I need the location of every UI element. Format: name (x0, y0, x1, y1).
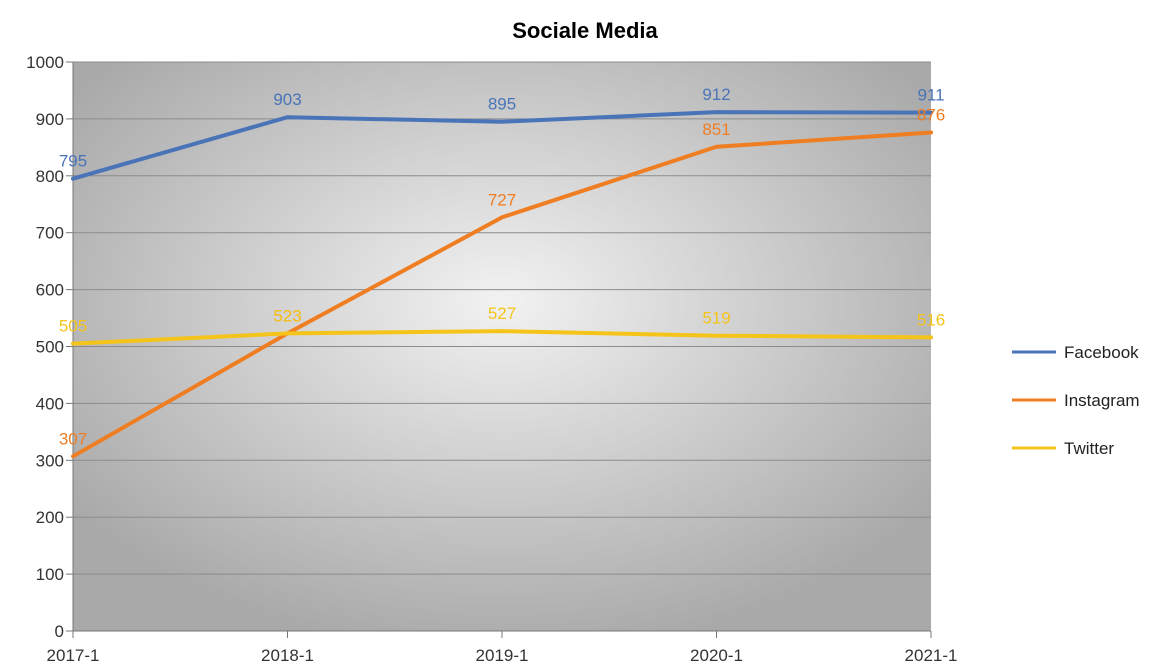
x-tick-label: 2017-1 (47, 646, 100, 665)
chart-title: Sociale Media (512, 18, 658, 43)
y-tick-label: 300 (36, 451, 64, 470)
data-label-twitter: 527 (488, 304, 516, 323)
gridlines (73, 61, 931, 632)
x-tick-label: 2020-1 (690, 646, 743, 665)
axes: 0 100 200 300 400 500 600 700 800 900 1000 2017-1 20… (26, 53, 957, 665)
data-label-facebook: 911 (917, 86, 944, 105)
data-label-twitter: 505 (59, 317, 87, 336)
legend-label-instagram: Instagram (1064, 391, 1140, 410)
y-tick-label: 700 (36, 224, 64, 243)
data-label-instagram: 727 (488, 190, 516, 209)
data-label-instagram: 851 (702, 120, 730, 139)
data-label-twitter: 519 (702, 309, 730, 328)
x-tick-label: 2021-1 (905, 646, 958, 665)
data-label-twitter: 523 (273, 306, 301, 325)
legend-label-twitter: Twitter (1064, 439, 1114, 458)
series-line-facebook (71, 110, 933, 181)
y-tick-label: 400 (36, 394, 64, 413)
x-tick-label: 2019-1 (476, 646, 529, 665)
data-label-instagram: 876 (917, 106, 945, 125)
data-label-facebook: 912 (702, 85, 730, 104)
y-tick-label: 200 (36, 508, 64, 527)
data-label-instagram: 523 (273, 306, 301, 325)
series-line-twitter (71, 329, 933, 346)
data-label-twitter: 516 (917, 310, 945, 329)
legend-label-facebook: Facebook (1064, 343, 1139, 362)
data-label-instagram: 307 (59, 429, 87, 448)
y-tick-label: 500 (36, 338, 64, 357)
y-tick-label: 600 (36, 281, 64, 300)
series-line-instagram (71, 130, 933, 459)
data-label-facebook: 795 (59, 152, 87, 171)
legend: Facebook Instagram Twitter (1012, 343, 1140, 458)
y-tick-label: 1000 (26, 53, 64, 72)
data-label-facebook: 903 (273, 90, 301, 109)
y-tick-label: 900 (36, 110, 64, 129)
x-tick-label: 2018-1 (261, 646, 314, 665)
y-tick-label: 800 (36, 167, 64, 186)
y-tick-label: 0 (55, 622, 64, 641)
data-label-facebook: 895 (488, 95, 516, 114)
y-tick-label: 100 (36, 565, 64, 584)
series-lines (71, 110, 933, 459)
